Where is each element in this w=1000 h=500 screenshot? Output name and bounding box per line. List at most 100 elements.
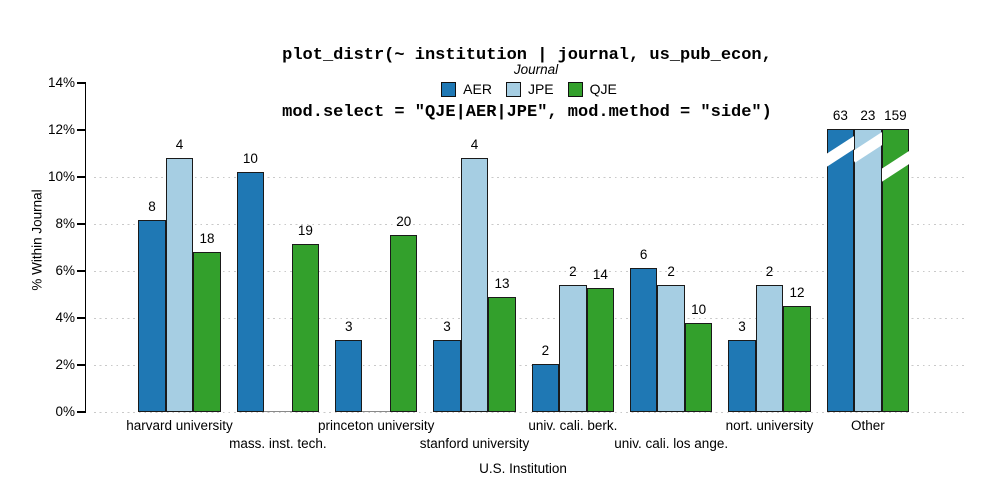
bar-fill <box>531 364 560 412</box>
bar-count-label: 20 <box>396 213 412 229</box>
legend-swatch <box>567 82 583 97</box>
legend-title: Journal <box>513 62 559 77</box>
bar <box>881 128 910 412</box>
bar <box>783 305 811 412</box>
y-tick <box>77 317 86 319</box>
bar-fill <box>165 157 194 412</box>
y-tick <box>77 411 86 413</box>
gridline <box>94 177 967 179</box>
bar-fill <box>236 172 265 412</box>
bar-count-label: 159 <box>884 107 907 123</box>
bar <box>755 284 784 412</box>
bar-fill <box>657 284 685 412</box>
bar-count-label: 18 <box>199 231 215 247</box>
legend-entry: QJE <box>567 81 617 98</box>
x-category-label: univ. cali. los ange. <box>614 435 729 451</box>
bar <box>488 296 516 412</box>
x-category-label: princeton university <box>318 418 435 433</box>
bar <box>728 340 756 412</box>
bar-fill <box>389 234 418 412</box>
legend: AER JPE QJE <box>29 81 1000 98</box>
bar-fill <box>755 284 784 412</box>
y-tick <box>77 129 86 131</box>
bar <box>236 172 265 412</box>
bar-count-label: 2 <box>765 263 774 279</box>
bar <box>684 323 713 412</box>
bar-fill <box>586 287 615 412</box>
zero-bar-baseline <box>362 411 390 412</box>
bar <box>433 340 461 412</box>
legend-swatch <box>505 82 521 97</box>
bar-count-label: 3 <box>344 319 353 335</box>
x-category-label: mass. inst. tech. <box>229 435 327 451</box>
y-tick-label: 14% <box>47 75 75 90</box>
y-tick <box>77 364 86 366</box>
bar-count-label: 10 <box>691 302 707 318</box>
bar-count-label: 13 <box>494 275 510 291</box>
y-tick-label: 6% <box>55 263 75 278</box>
y-tick-label: 0% <box>55 404 75 419</box>
bar-count-label: 4 <box>175 136 184 152</box>
bar <box>165 157 194 412</box>
legend-entry-label: JPE <box>527 81 554 97</box>
bar-count-label: 8 <box>148 199 156 215</box>
y-tick-label: 10% <box>47 169 75 184</box>
x-category-label: univ. cali. berk. <box>528 418 618 433</box>
bar <box>531 364 560 412</box>
y-tick <box>77 176 86 178</box>
x-category-label: Other <box>850 418 885 433</box>
chart-title-line-1: plot_distr(~ institution | journal, us_p… <box>282 46 772 65</box>
gridline <box>94 271 967 273</box>
gridline <box>94 224 967 226</box>
bar-count-label: 12 <box>789 284 805 300</box>
bar-count-label: 10 <box>242 151 258 167</box>
bar <box>291 243 320 412</box>
legend-entry: JPE <box>505 81 554 98</box>
bar-fill <box>684 323 713 412</box>
bar-fill <box>193 252 221 412</box>
bar-count-label: 14 <box>592 266 608 282</box>
bar-count-label: 2 <box>569 263 577 279</box>
y-tick-label: 4% <box>55 310 75 325</box>
bar-fill <box>433 340 461 412</box>
bar-count-label: 2 <box>667 263 675 279</box>
y-axis-line <box>84 82 86 413</box>
legend-swatch <box>441 82 457 97</box>
bar-count-label: 2 <box>541 343 550 359</box>
bar <box>657 284 685 412</box>
bar-count-label: 3 <box>738 319 746 335</box>
bar <box>826 128 855 412</box>
bar-fill <box>334 340 363 412</box>
y-tick <box>77 223 86 225</box>
bar <box>559 284 587 412</box>
bar-fill <box>826 128 855 412</box>
x-axis-title: U.S. Institution <box>479 461 567 476</box>
bar <box>460 157 489 412</box>
y-tick <box>77 82 86 84</box>
bar <box>334 340 363 412</box>
bar <box>193 252 221 412</box>
x-category-label: harvard university <box>126 418 233 433</box>
legend-entry-label: AER <box>463 81 492 97</box>
bar <box>138 220 166 412</box>
y-tick-label: 12% <box>47 122 75 137</box>
zero-bar-baseline <box>264 411 292 412</box>
legend-entry-label: QJE <box>589 81 617 97</box>
bar-fill <box>728 340 756 412</box>
y-tick <box>77 270 86 272</box>
bar-fill <box>783 305 811 412</box>
bar-count-label: 4 <box>470 136 479 152</box>
bar <box>389 234 418 412</box>
bar-count-label: 63 <box>832 107 848 123</box>
x-category-label: stanford university <box>419 435 530 451</box>
legend-entry: AER <box>441 81 492 98</box>
bar-fill <box>629 268 658 412</box>
chart-title: plot_distr(~ institution | journal, us_p… <box>27 8 1000 160</box>
y-tick-label: 8% <box>55 216 75 231</box>
bar <box>586 287 615 412</box>
bar-fill <box>854 128 882 412</box>
bar-fill <box>559 284 587 412</box>
bar-fill <box>138 220 166 412</box>
